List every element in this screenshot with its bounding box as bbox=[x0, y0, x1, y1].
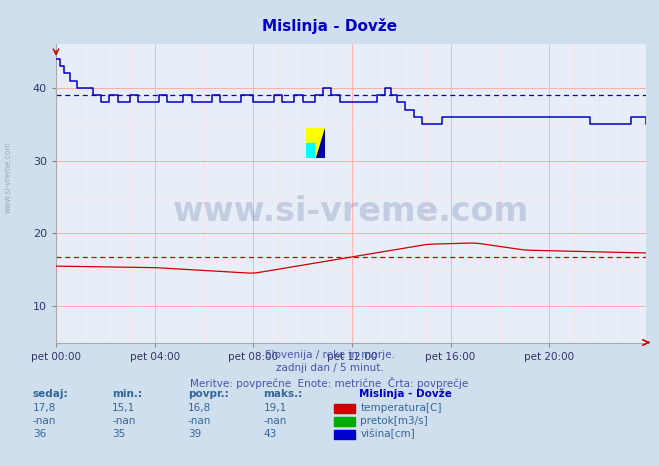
Text: 17,8: 17,8 bbox=[33, 403, 56, 413]
Text: 15,1: 15,1 bbox=[112, 403, 135, 413]
Text: maks.:: maks.: bbox=[264, 389, 303, 399]
Text: 16,8: 16,8 bbox=[188, 403, 211, 413]
Polygon shape bbox=[306, 128, 316, 143]
Text: -nan: -nan bbox=[33, 416, 56, 426]
Text: min.:: min.: bbox=[112, 389, 142, 399]
Text: -nan: -nan bbox=[112, 416, 135, 426]
Polygon shape bbox=[306, 143, 316, 158]
Text: -nan: -nan bbox=[188, 416, 211, 426]
Text: višina[cm]: višina[cm] bbox=[360, 429, 415, 439]
Polygon shape bbox=[316, 128, 325, 158]
Text: 19,1: 19,1 bbox=[264, 403, 287, 413]
Polygon shape bbox=[316, 128, 325, 158]
Text: 36: 36 bbox=[33, 429, 46, 439]
Text: Slovenija / reke in morje.: Slovenija / reke in morje. bbox=[264, 350, 395, 360]
Text: -nan: -nan bbox=[264, 416, 287, 426]
Text: Mislinja - Dovže: Mislinja - Dovže bbox=[359, 389, 452, 399]
Text: zadnji dan / 5 minut.: zadnji dan / 5 minut. bbox=[275, 363, 384, 373]
Text: 43: 43 bbox=[264, 429, 277, 439]
Text: 39: 39 bbox=[188, 429, 201, 439]
Text: sedaj:: sedaj: bbox=[33, 389, 69, 399]
Text: temperatura[C]: temperatura[C] bbox=[360, 403, 442, 413]
Text: Meritve: povprečne  Enote: metrične  Črta: povprečje: Meritve: povprečne Enote: metrične Črta:… bbox=[190, 377, 469, 389]
Text: Mislinja - Dovže: Mislinja - Dovže bbox=[262, 18, 397, 34]
Text: pretok[m3/s]: pretok[m3/s] bbox=[360, 416, 428, 426]
Polygon shape bbox=[316, 128, 325, 158]
Text: www.si-vreme.com: www.si-vreme.com bbox=[3, 141, 13, 213]
Text: 35: 35 bbox=[112, 429, 125, 439]
Text: www.si-vreme.com: www.si-vreme.com bbox=[173, 195, 529, 228]
Text: povpr.:: povpr.: bbox=[188, 389, 229, 399]
